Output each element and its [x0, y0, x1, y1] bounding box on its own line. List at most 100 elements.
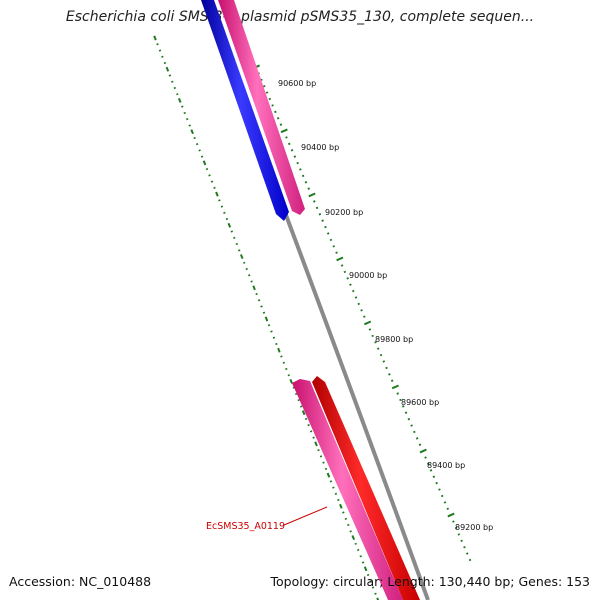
inner-track-tick [342, 511, 345, 514]
ruler-label: 90600 bp [278, 79, 316, 88]
inner-track-tick [324, 467, 328, 470]
ruler-tick [382, 360, 386, 363]
ruler-tick [276, 117, 280, 120]
inner-track-tick [354, 542, 357, 545]
inner-track-tick [376, 597, 380, 600]
ruler-label: 90200 bp [325, 208, 363, 217]
inner-track-tick [177, 98, 182, 103]
inner-track-tick [183, 111, 186, 115]
ruler-tick [396, 392, 400, 395]
gene-pink-top[interactable] [218, 0, 305, 215]
ruler-tick [424, 456, 427, 459]
inner-track-tick [299, 405, 303, 408]
gene-red-bottom[interactable] [312, 376, 420, 600]
ruler-tick [374, 341, 377, 344]
inner-track-tick [210, 180, 214, 183]
ruler-tick [321, 219, 324, 222]
inner-track-tick [223, 211, 226, 214]
ruler-tick [280, 128, 288, 134]
ruler-tick [335, 251, 338, 254]
inner-track-tick [363, 566, 368, 572]
ruler-tick [410, 424, 413, 427]
ruler-label: 89800 bp [375, 335, 413, 344]
inner-track-tick [277, 347, 281, 353]
inner-track-tick [200, 155, 204, 158]
ruler-tick [371, 334, 374, 338]
ruler-tick [293, 155, 297, 158]
ruler-tick [304, 181, 308, 184]
inner-track-tick [153, 35, 157, 41]
ruler-tick [415, 437, 419, 440]
inner-track-tick [156, 43, 159, 46]
ruler-tick [376, 347, 380, 350]
inner-track-tick [304, 417, 308, 421]
inner-track-tick [356, 548, 360, 552]
ruler-tick [465, 552, 469, 555]
ruler-tick [307, 187, 311, 190]
ruler-tick [446, 507, 450, 511]
ruler-tick [268, 97, 272, 101]
ruler-tick [454, 526, 458, 530]
ruler-tick [419, 448, 427, 454]
ruler-label: 90000 bp [349, 271, 387, 280]
ruler-tick [443, 501, 447, 504]
gene-label[interactable]: EcSMS35_A0119 [206, 521, 285, 532]
inner-track-tick [225, 217, 229, 221]
inner-track-tick [262, 311, 266, 314]
ruler-tick [413, 430, 416, 434]
gene-pink-bottom[interactable] [292, 379, 403, 600]
ruler-tick [401, 405, 405, 408]
inner-track-tick [359, 555, 362, 558]
inner-track-tick [181, 105, 184, 108]
inner-track-tick [312, 436, 315, 439]
inner-track-tick [235, 242, 239, 246]
inner-track-tick [314, 441, 318, 447]
inner-track-tick [366, 573, 370, 577]
ruler-tick [452, 520, 455, 523]
inner-track-tick [213, 186, 216, 189]
inner-track-tick [171, 80, 174, 83]
ruler-tick [343, 270, 347, 274]
inner-track-tick [334, 492, 338, 495]
ruler-tick [360, 309, 363, 312]
inner-track-tick [242, 261, 246, 264]
inner-track-tick [369, 580, 372, 583]
ruler-tick [279, 123, 283, 126]
inner-track-tick [319, 455, 323, 458]
inner-track-tick [163, 61, 167, 65]
inner-track-tick [337, 498, 340, 502]
ruler-label: 90400 bp [301, 143, 339, 152]
ruler-tick [368, 328, 372, 331]
ruler-tick [426, 462, 430, 466]
inner-track-tick [247, 274, 251, 277]
ruler-tick [432, 475, 436, 478]
inner-track-tick [270, 330, 273, 333]
inner-track-tick [260, 305, 263, 308]
inner-track-tick [205, 168, 209, 171]
gene-blue-top[interactable] [201, 0, 289, 221]
ruler-tick [290, 149, 294, 152]
inner-track-tick [220, 205, 224, 208]
inner-track-tick [185, 118, 189, 121]
ruler-tick [336, 256, 344, 262]
ruler-tick [285, 136, 288, 139]
ruler-tick [457, 533, 461, 536]
ruler-tick [262, 84, 266, 88]
ruler-tick [390, 379, 394, 382]
ruler-tick [363, 320, 372, 326]
inner-track-tick [374, 592, 377, 595]
inner-track-tick [239, 254, 244, 259]
inner-track-tick [193, 136, 196, 140]
inner-track-tick [317, 449, 320, 452]
ruler-tick [351, 289, 355, 293]
gene-label-leader [283, 506, 328, 526]
ruler-tick [385, 366, 388, 370]
ruler-tick [308, 192, 316, 198]
inner-track-tick [257, 299, 261, 302]
inner-track-tick [332, 486, 335, 489]
ruler-tick [388, 373, 391, 376]
inner-track-tick [250, 280, 253, 283]
ruler-tick [440, 494, 444, 498]
inner-track-tick [347, 523, 350, 527]
inner-track-tick [371, 586, 375, 589]
